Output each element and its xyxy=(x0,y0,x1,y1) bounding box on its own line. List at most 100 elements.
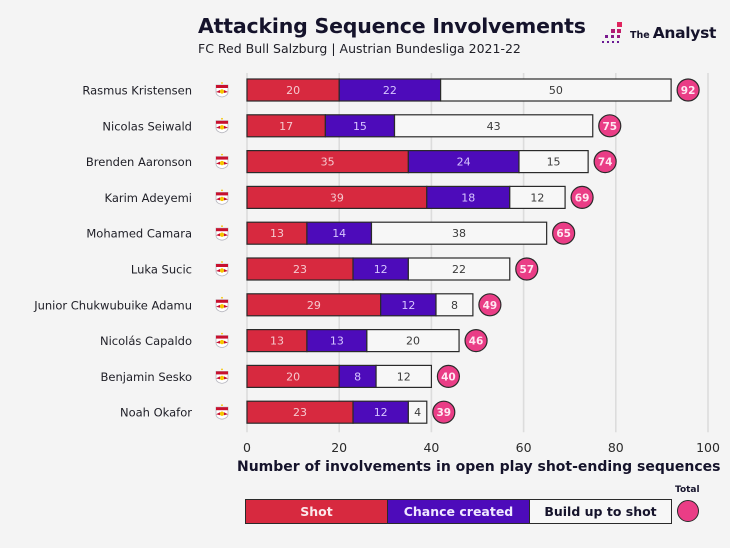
bar-value-label: 12 xyxy=(401,299,415,312)
bar-value-label: 29 xyxy=(307,299,321,312)
bar-segment-build-up-to-shot xyxy=(366,329,460,353)
total-badge xyxy=(593,150,617,174)
total-badge xyxy=(436,364,460,388)
x-tick-label: 100 xyxy=(696,440,720,455)
brand-prefix: The xyxy=(630,30,650,41)
red-bull-salzburg-crest-icon xyxy=(215,261,229,277)
bar-value-label: 14 xyxy=(332,227,346,240)
player-name: Mohamed Camara xyxy=(86,227,192,241)
red-bull-salzburg-crest-icon xyxy=(215,189,229,205)
bar-segment-build-up-to-shot xyxy=(370,221,548,245)
bar-value-label: 12 xyxy=(374,263,388,276)
total-badge xyxy=(478,293,502,317)
bar-value-label: 43 xyxy=(487,120,501,133)
total-badge xyxy=(570,185,594,209)
bar-value-label: 20 xyxy=(406,335,420,348)
player-name: Karim Adeyemi xyxy=(105,191,193,205)
chart-title: Attacking Sequence Involvements xyxy=(198,14,586,38)
total-badge xyxy=(464,329,488,353)
red-bull-salzburg-crest-icon xyxy=(215,368,229,384)
x-tick-label: 80 xyxy=(608,440,624,455)
x-axis-label: Number of involvements in open play shot… xyxy=(237,459,721,475)
bar-value-label: 38 xyxy=(452,227,466,240)
brand-name: Analyst xyxy=(652,24,717,42)
bar-segment-build-up-to-shot xyxy=(509,185,566,209)
bar-value-label: 20 xyxy=(286,370,300,383)
total-value-label: 40 xyxy=(441,371,456,383)
bar-value-label: 12 xyxy=(530,191,544,204)
red-bull-salzburg-crest-icon xyxy=(215,332,229,349)
total-value-label: 46 xyxy=(469,336,484,348)
bar-value-label: 22 xyxy=(452,263,466,276)
bar-value-label: 13 xyxy=(330,335,344,348)
x-tick-label: 60 xyxy=(516,440,532,455)
bar-segment-build-up-to-shot xyxy=(393,114,594,138)
bar-value-label: 15 xyxy=(547,156,561,169)
brand-logo: The Analyst xyxy=(601,21,716,45)
total-value-label: 92 xyxy=(681,85,696,97)
legend-total-label: Total xyxy=(675,485,700,495)
bar-value-label: 22 xyxy=(383,84,397,97)
red-bull-salzburg-crest-icon xyxy=(215,404,229,420)
total-value-label: 49 xyxy=(483,300,498,312)
red-bull-salzburg-crest-icon xyxy=(215,153,229,170)
x-tick-label: 0 xyxy=(243,440,251,455)
red-bull-salzburg-crest-icon xyxy=(215,225,229,241)
red-bull-salzburg-crest-icon xyxy=(215,296,229,313)
player-name: Rasmus Kristensen xyxy=(82,84,192,98)
player-name: Nicolás Capaldo xyxy=(100,334,192,348)
bar-value-label: 4 xyxy=(414,406,421,419)
x-tick-label: 40 xyxy=(423,440,439,455)
the-analyst-logo-icon xyxy=(602,22,622,43)
player-name: Luka Sucic xyxy=(131,263,192,277)
bar-segment-build-up-to-shot xyxy=(518,150,589,174)
x-tick-label: 20 xyxy=(331,440,347,455)
total-value-label: 69 xyxy=(575,192,590,204)
player-name: Brenden Aaronson xyxy=(86,155,192,169)
total-value-label: 57 xyxy=(519,264,534,276)
bar-value-label: 23 xyxy=(293,263,307,276)
legend-build-up: Build up to shot xyxy=(529,500,671,523)
total-badge xyxy=(552,221,576,245)
bar-value-label: 13 xyxy=(270,335,284,348)
total-badge xyxy=(515,257,539,281)
legend-shot: Shot xyxy=(246,500,387,523)
red-bull-salzburg-crest-icon xyxy=(215,82,229,98)
bar-segment-build-up-to-shot xyxy=(435,293,474,317)
legend-chance-created: Chance created xyxy=(387,500,529,523)
bar-value-label: 20 xyxy=(286,84,300,97)
total-badge xyxy=(432,400,456,424)
bar-value-label: 12 xyxy=(397,370,411,383)
bar-segment-build-up-to-shot xyxy=(375,364,432,388)
player-name: Noah Okafor xyxy=(120,406,192,420)
bar-value-label: 8 xyxy=(354,370,361,383)
legend-total-marker xyxy=(677,500,699,522)
bar-segment-build-up-to-shot xyxy=(407,257,511,281)
total-badge xyxy=(598,114,622,138)
bar-value-label: 17 xyxy=(279,120,293,133)
player-name: Junior Chukwubuike Adamu xyxy=(33,298,192,312)
red-bull-salzburg-crest-icon xyxy=(215,117,229,134)
bar-value-label: 18 xyxy=(461,191,475,204)
player-name: Nicolas Seiwald xyxy=(102,119,192,133)
bar-value-label: 23 xyxy=(293,406,307,419)
chart-subtitle: FC Red Bull Salzburg | Austrian Bundesli… xyxy=(198,41,521,56)
total-badge xyxy=(676,78,700,102)
total-value-label: 74 xyxy=(598,157,613,169)
bar-value-label: 15 xyxy=(353,120,367,133)
bar-segment-build-up-to-shot xyxy=(407,400,428,424)
bar-segment-build-up-to-shot xyxy=(440,78,672,102)
bar-value-label: 24 xyxy=(457,156,471,169)
total-value-label: 39 xyxy=(436,407,451,419)
bar-value-label: 12 xyxy=(374,406,388,419)
legend: Shot Chance created Build up to shot xyxy=(245,499,672,524)
total-value-label: 75 xyxy=(602,121,617,133)
bar-value-label: 50 xyxy=(549,84,563,97)
total-value-label: 65 xyxy=(556,228,571,240)
bar-value-label: 13 xyxy=(270,227,284,240)
bar-value-label: 39 xyxy=(330,191,344,204)
bar-value-label: 35 xyxy=(321,156,335,169)
player-name: Benjamin Sesko xyxy=(101,370,193,384)
bar-value-label: 8 xyxy=(451,299,458,312)
